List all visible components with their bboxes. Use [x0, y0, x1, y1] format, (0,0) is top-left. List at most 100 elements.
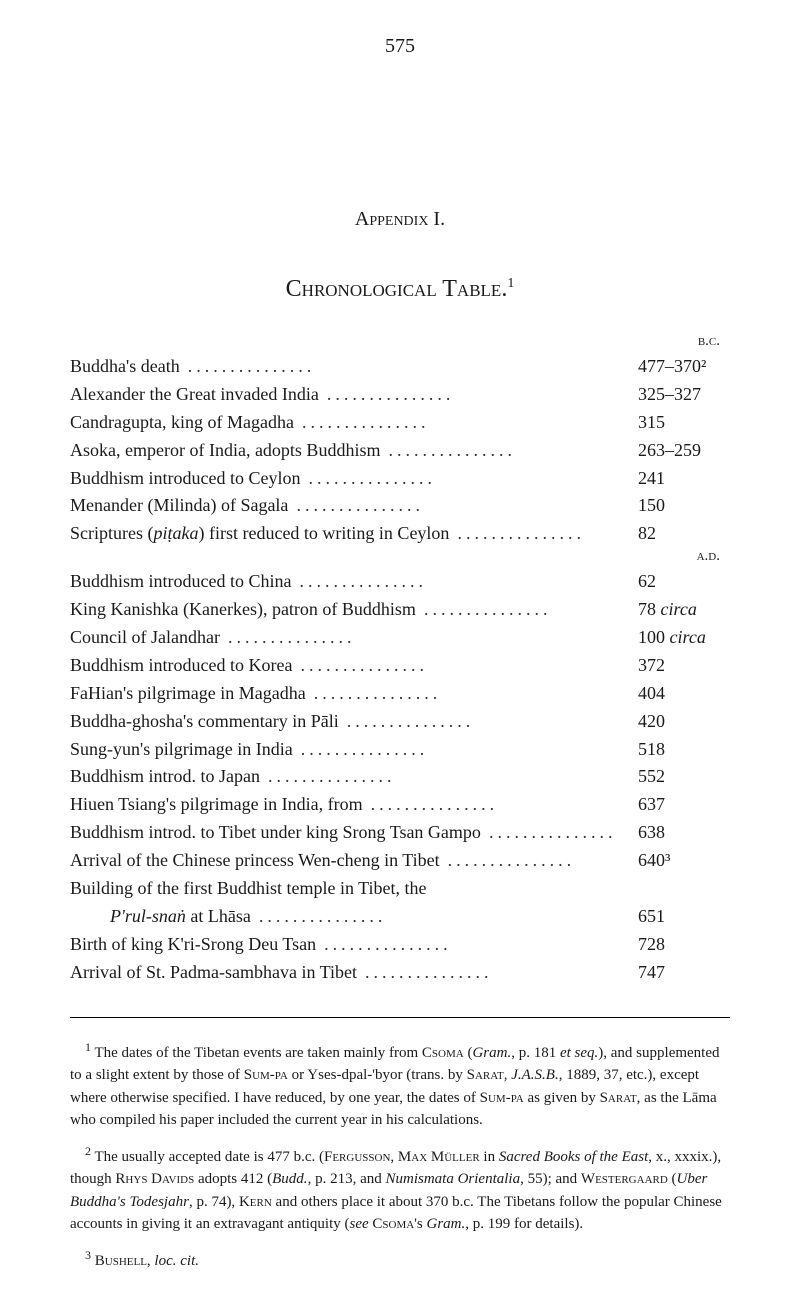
table-row: Asoka, emperor of India, adopts Buddhism…	[70, 437, 730, 465]
leader-dots: ...............	[293, 736, 630, 764]
event-date: 100 circa	[630, 624, 730, 652]
leader-dots: ...............	[319, 381, 630, 409]
event-label: Buddha's death	[70, 353, 180, 381]
entries-bc: Buddha's death...............477–370²Ale…	[70, 353, 730, 548]
event-label: Menander (Milinda) of Sagala	[70, 492, 288, 520]
leader-dots: ...............	[291, 568, 630, 596]
footnote: 1 The dates of the Tibetan events are ta…	[70, 1038, 730, 1132]
event-date: 728	[630, 931, 730, 959]
event-label: Buddhism introduced to China	[70, 568, 291, 596]
leader-dots: ...............	[251, 903, 630, 931]
leader-dots: ...............	[292, 652, 630, 680]
event-label: Arrival of St. Padma-sambhava in Tibet	[70, 959, 357, 987]
event-date: 651	[630, 903, 730, 931]
table-row: Menander (Milinda) of Sagala............…	[70, 492, 730, 520]
section-divider	[70, 1017, 730, 1018]
table-row: Birth of king K'ri-Srong Deu Tsan.......…	[70, 931, 730, 959]
table-row: FaHian's pilgrimage in Magadha..........…	[70, 680, 730, 708]
leader-dots: ...............	[294, 409, 630, 437]
table-row: Buddhism introd. to Tibet under king Sro…	[70, 819, 730, 847]
footnote-mark: 1	[85, 1040, 91, 1054]
event-label: Alexander the Great invaded India	[70, 381, 319, 409]
event-label: Council of Jalandhar	[70, 624, 220, 652]
table-row: Buddha-ghosha's commentary in Pāli......…	[70, 708, 730, 736]
leader-dots	[427, 875, 730, 903]
event-label: Buddha-ghosha's commentary in Pāli	[70, 708, 339, 736]
table-row: Sung-yun's pilgrimage in India..........…	[70, 736, 730, 764]
event-date: 241	[630, 465, 730, 493]
footnotes-section: 1 The dates of the Tibetan events are ta…	[70, 1038, 730, 1273]
table-row: Buddhism introduced to China............…	[70, 568, 730, 596]
table-row: Buddhism introduced to Ceylon...........…	[70, 465, 730, 493]
chronological-table: b.c. Buddha's death...............477–37…	[70, 333, 730, 987]
footnote: 3 Bushell, loc. cit.	[70, 1246, 730, 1273]
table-row: Arrival of St. Padma-sambhava in Tibet..…	[70, 959, 730, 987]
event-label: Asoka, emperor of India, adopts Buddhism	[70, 437, 380, 465]
event-date: 640³	[630, 847, 730, 875]
event-date: 420	[630, 708, 730, 736]
leader-dots: ...............	[300, 465, 630, 493]
table-row: Buddhism introduced to Korea............…	[70, 652, 730, 680]
event-label: Buddhism introduced to Ceylon	[70, 465, 300, 493]
event-label: Building of the first Buddhist temple in…	[70, 875, 427, 903]
era-label-bc: b.c.	[70, 333, 730, 350]
event-label: Candragupta, king of Magadha	[70, 409, 294, 437]
event-date: 263–259	[630, 437, 730, 465]
appendix-title: Appendix I.	[70, 208, 730, 231]
footnote-mark: 2	[85, 1144, 91, 1158]
leader-dots: ...............	[180, 353, 630, 381]
page-number: 575	[70, 35, 730, 58]
leader-dots: ...............	[416, 596, 630, 624]
table-row: P'rul-snaṅ at Lhāsa...............651	[70, 903, 730, 931]
event-label: Buddhism introd. to Japan	[70, 763, 260, 791]
leader-dots: ...............	[481, 819, 630, 847]
table-row: Buddha's death...............477–370²	[70, 353, 730, 381]
leader-dots: ...............	[339, 708, 630, 736]
event-label: King Kanishka (Kanerkes), patron of Budd…	[70, 596, 416, 624]
table-row: Candragupta, king of Magadha............…	[70, 409, 730, 437]
footnote-mark: 3	[85, 1248, 91, 1262]
event-label: Scriptures (piṭaka) first reduced to wri…	[70, 520, 449, 548]
chapter-title: Chronological Table.1	[70, 276, 730, 303]
event-date: 518	[630, 736, 730, 764]
event-date: 747	[630, 959, 730, 987]
event-label: P'rul-snaṅ at Lhāsa	[110, 903, 251, 931]
table-row: Alexander the Great invaded India.......…	[70, 381, 730, 409]
event-label: Sung-yun's pilgrimage in India	[70, 736, 293, 764]
event-label: Buddhism introd. to Tibet under king Sro…	[70, 819, 481, 847]
leader-dots: ...............	[363, 791, 630, 819]
leader-dots: ...............	[380, 437, 630, 465]
table-row: King Kanishka (Kanerkes), patron of Budd…	[70, 596, 730, 624]
table-row: Arrival of the Chinese princess Wen-chen…	[70, 847, 730, 875]
event-label: FaHian's pilgrimage in Magadha	[70, 680, 306, 708]
event-date: 315	[630, 409, 730, 437]
event-date: 78 circa	[630, 596, 730, 624]
event-date: 82	[630, 520, 730, 548]
table-row: Building of the first Buddhist temple in…	[70, 875, 730, 903]
event-date: 404	[630, 680, 730, 708]
event-date: 637	[630, 791, 730, 819]
entries-ad: Buddhism introduced to China............…	[70, 568, 730, 986]
leader-dots: ...............	[288, 492, 630, 520]
table-row: Council of Jalandhar...............100 c…	[70, 624, 730, 652]
table-row: Hiuen Tsiang's pilgrimage in India, from…	[70, 791, 730, 819]
event-label: Birth of king K'ri-Srong Deu Tsan	[70, 931, 316, 959]
chapter-title-superscript: 1	[507, 276, 514, 291]
leader-dots: ...............	[220, 624, 630, 652]
event-date: 150	[630, 492, 730, 520]
footnote: 2 The usually accepted date is 477 b.c. …	[70, 1142, 730, 1236]
event-label: Hiuen Tsiang's pilgrimage in India, from	[70, 791, 363, 819]
leader-dots: ...............	[357, 959, 630, 987]
event-date: 638	[630, 819, 730, 847]
chapter-title-text: Chronological Table.	[286, 276, 508, 302]
event-date: 62	[630, 568, 730, 596]
event-date: 477–370²	[630, 353, 730, 381]
leader-dots: ...............	[306, 680, 630, 708]
table-row: Scriptures (piṭaka) first reduced to wri…	[70, 520, 730, 548]
era-label-ad: a.d.	[70, 548, 730, 565]
leader-dots: ...............	[316, 931, 630, 959]
table-row: Buddhism introd. to Japan...............…	[70, 763, 730, 791]
event-label: Buddhism introduced to Korea	[70, 652, 292, 680]
event-date: 372	[630, 652, 730, 680]
leader-dots: ...............	[260, 763, 630, 791]
